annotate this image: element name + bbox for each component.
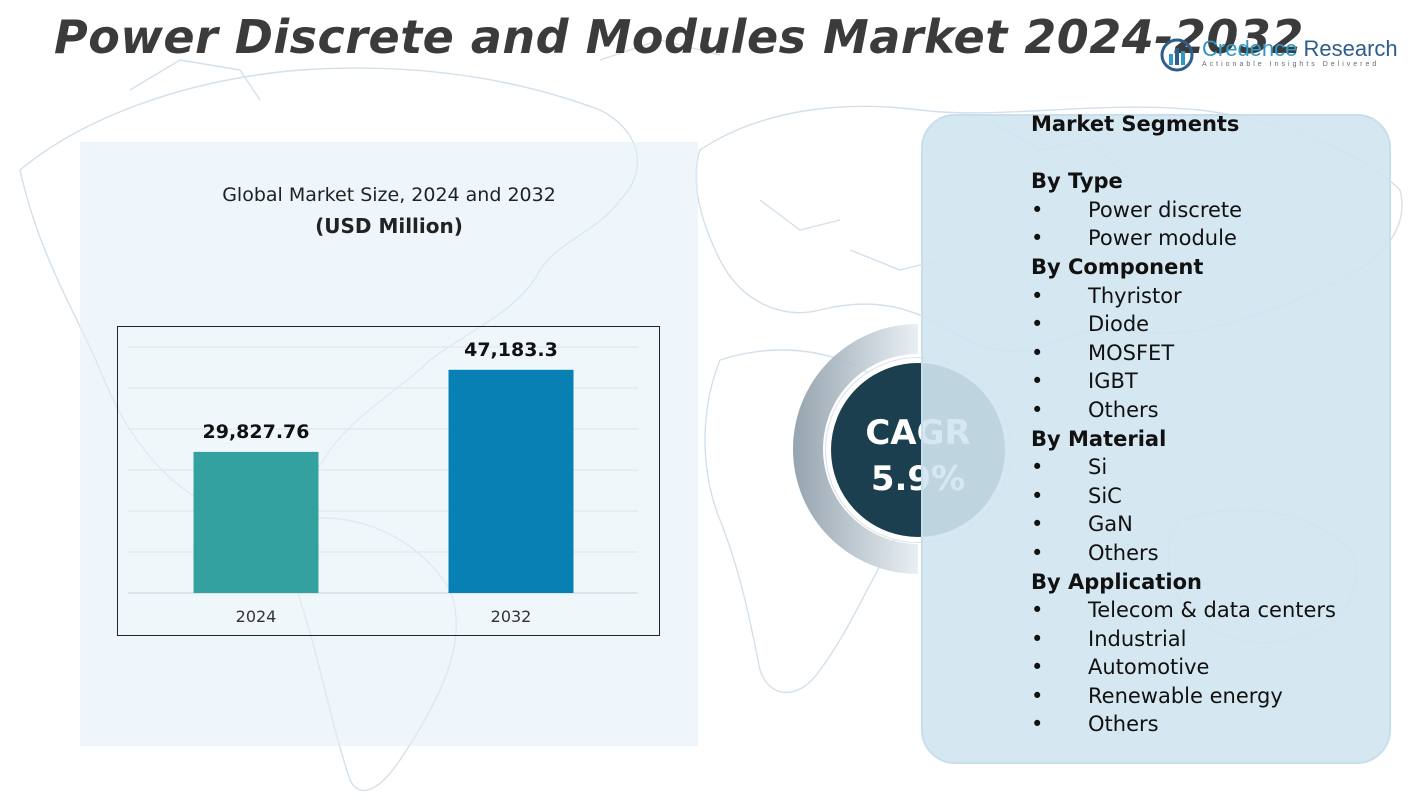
segment-item: Power discrete <box>1031 196 1361 225</box>
logo-brand-b: Research <box>1297 36 1398 61</box>
bar-chart-logo-icon <box>1160 38 1194 72</box>
segment-group-title: By Component <box>1031 254 1204 279</box>
segment-item: Others <box>1031 710 1361 739</box>
segment-item: Si <box>1031 453 1361 482</box>
segment-list: Telecom & data centers Industrial Automo… <box>1031 596 1361 739</box>
segment-item: Diode <box>1031 310 1361 339</box>
tick-label-2032: 2032 <box>491 607 532 626</box>
market-segments: Market Segments By Type Power discrete P… <box>1031 110 1361 739</box>
segment-item: Others <box>1031 396 1361 425</box>
segment-item: Automotive <box>1031 653 1361 682</box>
segment-group-title: By Application <box>1031 569 1202 594</box>
logo-brand-name: Credence Research <box>1202 36 1398 62</box>
bar-chart-svg: 29,827.76 2024 47,183.3 2032 <box>128 339 638 626</box>
bar-chart: 29,827.76 2024 47,183.3 2032 <box>117 326 660 636</box>
segment-group-title: By Type <box>1031 169 1123 194</box>
chart-subtitle: Global Market Size, 2024 and 2032 <box>222 184 556 206</box>
segment-item: GaN <box>1031 510 1361 539</box>
segment-item: IGBT <box>1031 367 1361 396</box>
tick-label-2024: 2024 <box>236 607 277 626</box>
segment-item: Thyristor <box>1031 282 1361 311</box>
segment-item: Power module <box>1031 224 1361 253</box>
bar-2032 <box>448 369 574 593</box>
segment-list: Si SiC GaN Others <box>1031 453 1361 567</box>
page-title: Power Discrete and Modules Market 2024-2… <box>54 10 1304 64</box>
chart-unit: (USD Million) <box>315 214 463 238</box>
chart-panel: Global Market Size, 2024 and 2032 (USD M… <box>80 142 698 746</box>
bar-2024 <box>193 451 319 593</box>
segment-list: Thyristor Diode MOSFET IGBT Others <box>1031 282 1361 425</box>
segment-item: Others <box>1031 539 1361 568</box>
data-label-2032: 47,183.3 <box>464 339 558 361</box>
segment-item: Industrial <box>1031 625 1361 654</box>
segment-list: Power discrete Power module <box>1031 196 1361 253</box>
segment-item: Renewable energy <box>1031 682 1361 711</box>
segment-item: SiC <box>1031 482 1361 511</box>
data-label-2024: 29,827.76 <box>203 421 310 443</box>
segment-item: Telecom & data centers <box>1031 596 1361 625</box>
segment-item: MOSFET <box>1031 339 1361 368</box>
logo-tagline: Actionable Insights Delivered <box>1202 61 1380 68</box>
cagr-arc <box>793 324 918 574</box>
segments-heading: Market Segments <box>1031 112 1240 136</box>
logo-brand-a: Credence <box>1202 36 1298 61</box>
credence-logo[interactable]: Credence Research Actionable Insights De… <box>1160 34 1400 74</box>
segment-group-title: By Material <box>1031 426 1167 451</box>
